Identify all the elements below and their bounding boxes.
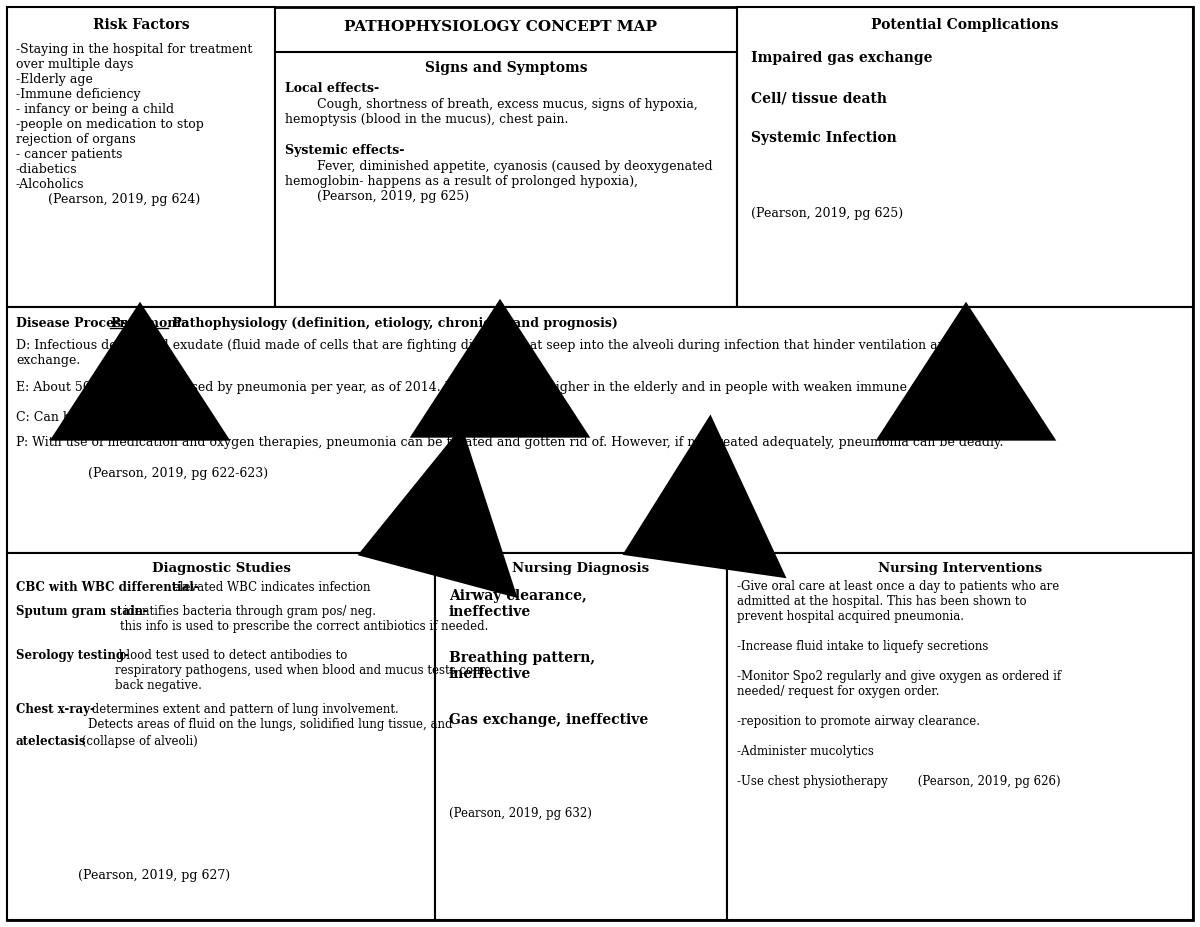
Text: Systemic effects-: Systemic effects- <box>286 144 404 157</box>
Text: D: Infectious debris and exudate (fluid made of cells that are fighting disease): D: Infectious debris and exudate (fluid … <box>16 339 979 367</box>
Bar <box>275 52 737 307</box>
Bar <box>7 307 1193 553</box>
Text: atelectasis: atelectasis <box>16 735 86 748</box>
Text: -Staying in the hospital for treatment
over multiple days
-Elderly age
-Immune d: -Staying in the hospital for treatment o… <box>16 43 252 206</box>
Text: E: About 50,000 deaths caused by pneumonia per year, as of 2014. Death rates are: E: About 50,000 deaths caused by pneumon… <box>16 381 965 394</box>
Text: identifies bacteria through gram pos/ neg.
this info is used to prescribe the co: identifies bacteria through gram pos/ ne… <box>120 605 488 633</box>
Text: Disease Process: Disease Process <box>16 317 132 330</box>
Text: determines extent and pattern of lung involvement.
Detects areas of fluid on the: determines extent and pattern of lung in… <box>88 703 452 731</box>
Text: CBC with WBC differential-: CBC with WBC differential- <box>16 581 199 594</box>
Bar <box>737 7 1193 307</box>
Text: Serology testing-: Serology testing- <box>16 649 130 662</box>
Text: Diagnostic Studies: Diagnostic Studies <box>151 562 290 575</box>
Text: Cell/ tissue death: Cell/ tissue death <box>751 91 887 105</box>
Text: Potential Complications: Potential Complications <box>871 18 1058 32</box>
Text: Fever, diminished appetite, cyanosis (caused by deoxygenated
hemoglobin- happens: Fever, diminished appetite, cyanosis (ca… <box>286 160 713 203</box>
Text: -Give oral care at least once a day to patients who are
admitted at the hospital: -Give oral care at least once a day to p… <box>737 580 1061 788</box>
Text: elevated WBC indicates infection: elevated WBC indicates infection <box>169 581 371 594</box>
Text: Systemic Infection: Systemic Infection <box>751 131 896 145</box>
Bar <box>727 553 1193 920</box>
Text: Pathophysiology (definition, etiology, chronicity and prognosis): Pathophysiology (definition, etiology, c… <box>168 317 618 330</box>
Text: P: With use of medication and oxygen therapies, pneumonia can be treated and got: P: With use of medication and oxygen the… <box>16 436 1003 449</box>
Text: Breathing pattern,
ineffective: Breathing pattern, ineffective <box>449 651 595 681</box>
Text: Local effects-: Local effects- <box>286 82 379 95</box>
Bar <box>436 553 727 920</box>
Bar <box>7 553 436 920</box>
Bar <box>7 7 275 307</box>
Text: Impaired gas exchange: Impaired gas exchange <box>751 51 932 65</box>
Text: (Pearson, 2019, pg 632): (Pearson, 2019, pg 632) <box>449 807 592 820</box>
Text: Cough, shortness of breath, excess mucus, signs of hypoxia,
hemoptysis (blood in: Cough, shortness of breath, excess mucus… <box>286 98 697 126</box>
Text: PATHOPHYSIOLOGY CONCEPT MAP: PATHOPHYSIOLOGY CONCEPT MAP <box>343 20 656 34</box>
Text: Chest x-ray-: Chest x-ray- <box>16 703 95 716</box>
Text: C: Can be Chronic or Acute: C: Can be Chronic or Acute <box>16 411 191 424</box>
Text: (collapse of alveoli): (collapse of alveoli) <box>78 735 198 748</box>
Text: Airway clearance,
ineffective: Airway clearance, ineffective <box>449 589 587 619</box>
Text: Pneumonia: Pneumonia <box>110 317 190 330</box>
Text: Gas exchange, ineffective: Gas exchange, ineffective <box>449 713 648 727</box>
Text: Signs and Symptoms: Signs and Symptoms <box>425 61 587 75</box>
Text: Risk Factors: Risk Factors <box>92 18 190 32</box>
Text: (Pearson, 2019, pg 625): (Pearson, 2019, pg 625) <box>751 207 904 220</box>
Text: Nursing Diagnosis: Nursing Diagnosis <box>512 562 649 575</box>
Text: blood test used to detect antibodies to
respiratory pathogens, used when blood a: blood test used to detect antibodies to … <box>115 649 491 692</box>
Text: (Pearson, 2019, pg 627): (Pearson, 2019, pg 627) <box>46 869 230 882</box>
Text: (Pearson, 2019, pg 622-623): (Pearson, 2019, pg 622-623) <box>56 467 268 480</box>
Text: Sputum gram stain-: Sputum gram stain- <box>16 605 148 618</box>
Text: Nursing Interventions: Nursing Interventions <box>878 562 1042 575</box>
